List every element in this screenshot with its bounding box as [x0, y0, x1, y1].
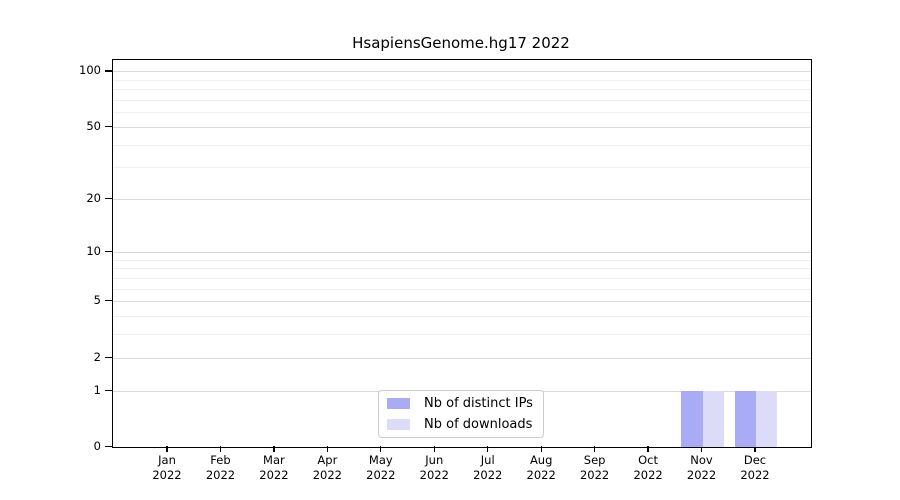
x-tick-label: Nov 2022	[670, 453, 734, 483]
x-tick-label: Apr 2022	[295, 453, 359, 483]
y-tick-label: 5	[93, 293, 101, 308]
x-tick-label: Oct 2022	[616, 453, 680, 483]
x-tick-month: Apr	[317, 453, 338, 467]
x-axis-tick	[700, 446, 703, 452]
bar-downloads	[702, 390, 724, 447]
x-tick-year: 2022	[312, 468, 342, 482]
y-axis-tick	[105, 70, 112, 72]
x-tick-month: Feb	[210, 453, 231, 467]
x-axis-tick	[540, 446, 542, 452]
y-axis-tick	[105, 446, 112, 448]
x-tick-label: Aug 2022	[509, 453, 573, 483]
x-tick-month: Jan	[158, 453, 176, 467]
x-tick-label: Jul 2022	[456, 453, 520, 483]
x-tick-label: May 2022	[349, 453, 413, 483]
legend-swatch-downloads-icon	[387, 419, 410, 430]
legend: Nb of distinct IPs Nb of downloads	[378, 390, 544, 438]
y-axis-tick	[105, 389, 112, 391]
x-axis-tick	[219, 446, 222, 452]
x-axis-tick	[433, 446, 435, 452]
x-axis-tick	[487, 446, 489, 452]
major-gridline	[113, 199, 811, 201]
y-tick-label: 100	[79, 63, 101, 78]
y-tick-label: 1	[93, 382, 101, 397]
x-tick-year: 2022	[473, 468, 503, 482]
x-tick-label: Dec 2022	[723, 453, 787, 483]
major-gridline	[113, 251, 811, 253]
legend-entry-downloads: Nb of downloads	[387, 416, 535, 433]
minor-gridline	[113, 315, 811, 317]
x-axis-tick	[380, 446, 382, 452]
major-gridline	[113, 126, 811, 128]
minor-gridline	[113, 288, 811, 290]
minor-gridline	[113, 112, 811, 114]
legend-label-distinct-ips: Nb of distinct IPs	[424, 396, 533, 411]
y-tick-label: 50	[86, 118, 101, 133]
x-tick-year: 2022	[259, 468, 289, 482]
minor-gridline	[113, 79, 811, 81]
x-axis-tick	[754, 446, 756, 452]
x-tick-label: Sep 2022	[563, 453, 627, 483]
x-tick-year: 2022	[686, 468, 717, 482]
minor-gridline	[113, 144, 811, 146]
x-axis-tick	[326, 446, 328, 452]
x-axis-tick	[166, 446, 168, 452]
y-tick-label: 2	[93, 349, 101, 364]
major-gridline	[113, 357, 811, 359]
x-tick-year: 2022	[740, 468, 770, 482]
y-axis-tick	[105, 300, 112, 302]
major-gridline	[113, 71, 811, 73]
chart-title: HsapiensGenome.hg17 2022	[352, 34, 570, 52]
x-tick-month: Jul	[480, 453, 495, 467]
x-tick-label: Jan 2022	[135, 453, 199, 483]
y-axis-tick	[105, 125, 112, 128]
minor-gridline	[113, 334, 811, 336]
legend-entry-distinct-ips: Nb of distinct IPs	[387, 395, 535, 412]
bar-downloads	[756, 390, 778, 447]
major-gridline	[113, 301, 811, 303]
x-tick-year: 2022	[579, 468, 610, 482]
y-tick-label: 0	[93, 439, 101, 453]
minor-gridline	[113, 89, 811, 91]
x-tick-month: Aug	[529, 453, 553, 467]
minor-gridline	[113, 259, 811, 261]
bar-distinct-ips	[681, 390, 703, 447]
plot-area: Nb of distinct IPs Nb of downloads	[112, 59, 812, 448]
minor-gridline	[113, 268, 811, 270]
y-tick-label: 20	[86, 191, 101, 206]
y-tick-label: 10	[86, 243, 101, 258]
bar-distinct-ips	[734, 390, 756, 447]
x-tick-label: Jun 2022	[402, 453, 466, 483]
x-axis-tick	[273, 446, 275, 452]
x-tick-month: Nov	[690, 453, 713, 467]
y-axis-tick	[105, 356, 112, 358]
legend-swatch-distinct-ips-icon	[387, 398, 410, 409]
minor-gridline	[113, 167, 811, 169]
x-tick-month: Mar	[263, 453, 285, 467]
x-tick-label: Feb 2022	[188, 453, 252, 483]
x-tick-month: Sep	[583, 453, 606, 467]
y-axis-tick	[105, 250, 112, 253]
x-tick-year: 2022	[152, 468, 182, 482]
x-tick-year: 2022	[526, 468, 556, 482]
x-tick-month: May	[368, 453, 393, 467]
y-axis-tick	[105, 198, 112, 200]
x-axis-tick	[647, 446, 649, 452]
x-tick-year: 2022	[366, 468, 396, 482]
minor-gridline	[113, 277, 811, 279]
x-tick-year: 2022	[419, 468, 449, 482]
legend-label-downloads: Nb of downloads	[424, 417, 533, 432]
x-axis-tick	[593, 446, 596, 452]
x-tick-month: Jun	[425, 453, 444, 467]
minor-gridline	[113, 99, 811, 101]
x-tick-month: Oct	[638, 453, 659, 467]
x-tick-year: 2022	[205, 468, 236, 482]
x-tick-month: Dec	[743, 453, 767, 467]
x-tick-label: Mar 2022	[242, 453, 306, 483]
x-tick-year: 2022	[633, 468, 663, 482]
